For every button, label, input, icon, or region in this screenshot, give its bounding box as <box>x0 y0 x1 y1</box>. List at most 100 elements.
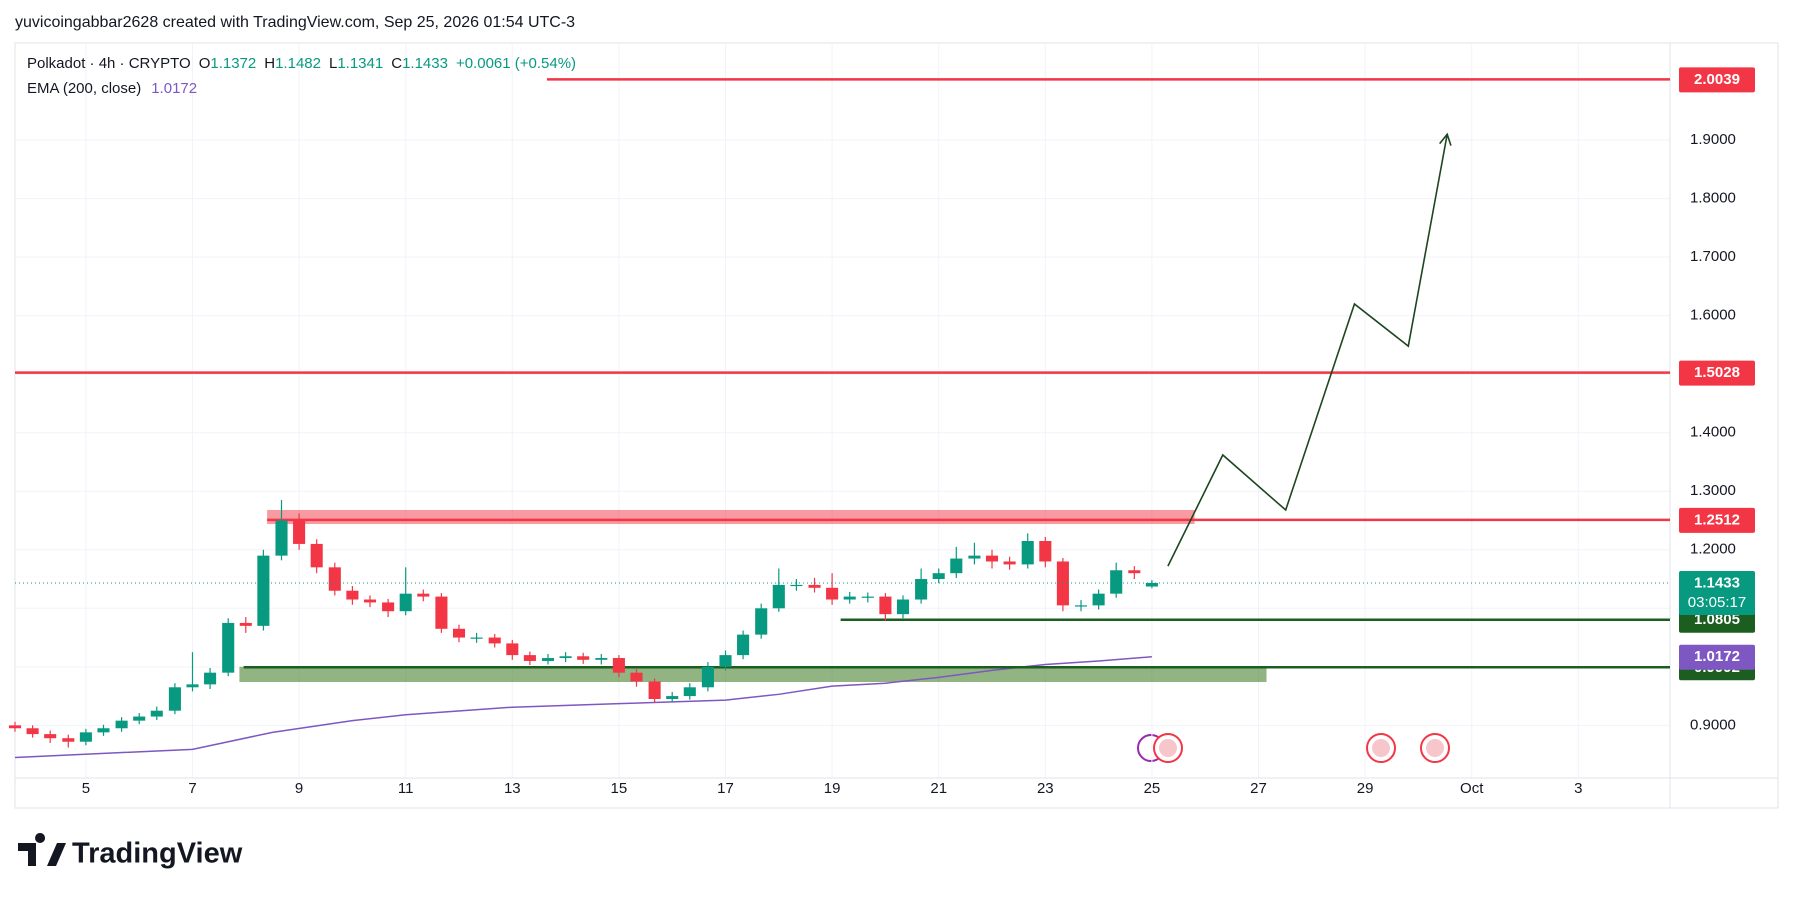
ema-label: 1.0172 <box>1694 648 1740 665</box>
ema-name: EMA (200, close) <box>27 80 141 97</box>
event-icons <box>1137 733 1450 763</box>
x-tick-label: 5 <box>82 780 90 797</box>
candle-body <box>239 622 252 626</box>
y-tick-label: 1.3000 <box>1690 482 1736 499</box>
level-label: 1.2512 <box>1694 511 1740 528</box>
x-tick-label: Oct <box>1460 780 1484 797</box>
candle-body <box>470 637 483 639</box>
chart-frame <box>14 42 1779 809</box>
candle-body <box>8 725 22 729</box>
legend-change: +0.0061 (+0.54%) <box>456 55 576 72</box>
candle-body <box>719 655 732 667</box>
x-tick-label: 25 <box>1144 780 1161 797</box>
candle-body <box>1145 582 1158 587</box>
zone <box>239 666 1267 683</box>
candle-body <box>666 696 679 699</box>
candle-body <box>452 628 466 638</box>
brand: TradingView <box>72 838 243 870</box>
legend-value: 1.1341 <box>337 55 383 72</box>
candle-body <box>932 573 945 580</box>
projection-path <box>1167 134 1448 567</box>
price-label: 1.1433 <box>1694 574 1740 591</box>
candle-body <box>382 602 395 612</box>
level-label-box <box>1679 360 1755 386</box>
ema-value: 1.0172 <box>151 80 197 97</box>
candle-body <box>630 672 643 682</box>
y-tick-label: 1.4000 <box>1690 424 1736 441</box>
candle-body <box>648 681 661 699</box>
legend-symbol: Polkadot · 4h · CRYPTO <box>27 55 191 72</box>
x-tick-label: 23 <box>1037 780 1054 797</box>
candle-body <box>577 656 590 660</box>
candle-body <box>26 728 39 735</box>
candle-body <box>1074 605 1088 607</box>
legend-value: 1.1372 <box>210 55 256 72</box>
candle-body <box>168 687 181 711</box>
candle-body <box>808 584 821 588</box>
x-tick-label: 3 <box>1574 780 1582 797</box>
candle-body <box>790 584 803 587</box>
legend-label: H <box>264 55 275 72</box>
candle-body <box>1021 540 1034 565</box>
candle-body <box>506 643 519 656</box>
x-tick-label: 15 <box>611 780 628 797</box>
event-flag <box>1426 739 1444 757</box>
candle-body <box>1003 561 1016 565</box>
candle-body <box>701 666 714 688</box>
y-tick-label: 1.2000 <box>1690 541 1736 558</box>
candle-body <box>44 734 57 739</box>
candle-body <box>683 687 696 697</box>
x-tick-label: 21 <box>930 780 947 797</box>
candle-body <box>275 520 288 556</box>
projection-arrowhead <box>1439 132 1452 146</box>
candle-body <box>1110 570 1123 594</box>
y-tick-label: 1.8000 <box>1690 190 1736 207</box>
candle-body <box>328 567 341 591</box>
y-tick-label: 1.6000 <box>1690 307 1736 324</box>
legend: Polkadot · 4h · CRYPTO O1.1372 H1.1482 L1.1… <box>27 55 576 72</box>
candle-body <box>186 684 199 688</box>
level-label: 2.0039 <box>1694 71 1740 88</box>
candle-body <box>363 599 377 603</box>
candle-body <box>755 608 768 635</box>
brand-logo <box>18 833 66 866</box>
level-label: 1.0805 <box>1694 611 1740 628</box>
x-tick-label: 29 <box>1357 780 1374 797</box>
candle-body <box>612 658 625 673</box>
legend-label: L <box>329 55 337 72</box>
x-tick-label: 13 <box>504 780 521 797</box>
ema-label-box <box>1679 644 1755 670</box>
candle-body <box>896 599 910 615</box>
candle-body <box>293 520 306 544</box>
x-tick-label: 19 <box>824 780 841 797</box>
candle-body <box>826 587 839 600</box>
legend-label: O <box>199 55 211 72</box>
x-tick-label: 7 <box>188 780 196 797</box>
candle-body <box>1039 540 1052 562</box>
candle-body <box>435 596 448 629</box>
logo-mark <box>18 833 66 866</box>
candle-body <box>985 555 999 562</box>
candle-body <box>1092 593 1105 606</box>
candle-body <box>968 555 981 559</box>
candle-body <box>595 658 608 660</box>
candle-body <box>79 732 92 742</box>
candle-body <box>257 555 270 626</box>
event-flag <box>1372 739 1390 757</box>
candle-body <box>772 584 785 609</box>
candle-body <box>62 738 75 742</box>
header: yuvicoingabbar2628 created with TradingV… <box>15 14 575 31</box>
price-label-box <box>1679 570 1755 615</box>
legend-value: 1.1433 <box>402 55 448 72</box>
y-tick-label: 1.9000 <box>1690 131 1736 148</box>
legend-label: C <box>391 55 402 72</box>
candle-body <box>737 634 750 656</box>
candle-body <box>310 543 323 568</box>
candle-body <box>843 596 856 600</box>
candle-body <box>541 658 555 661</box>
candle-body <box>417 593 430 597</box>
x-tick-label: 9 <box>295 780 303 797</box>
event-flag <box>1159 739 1177 757</box>
